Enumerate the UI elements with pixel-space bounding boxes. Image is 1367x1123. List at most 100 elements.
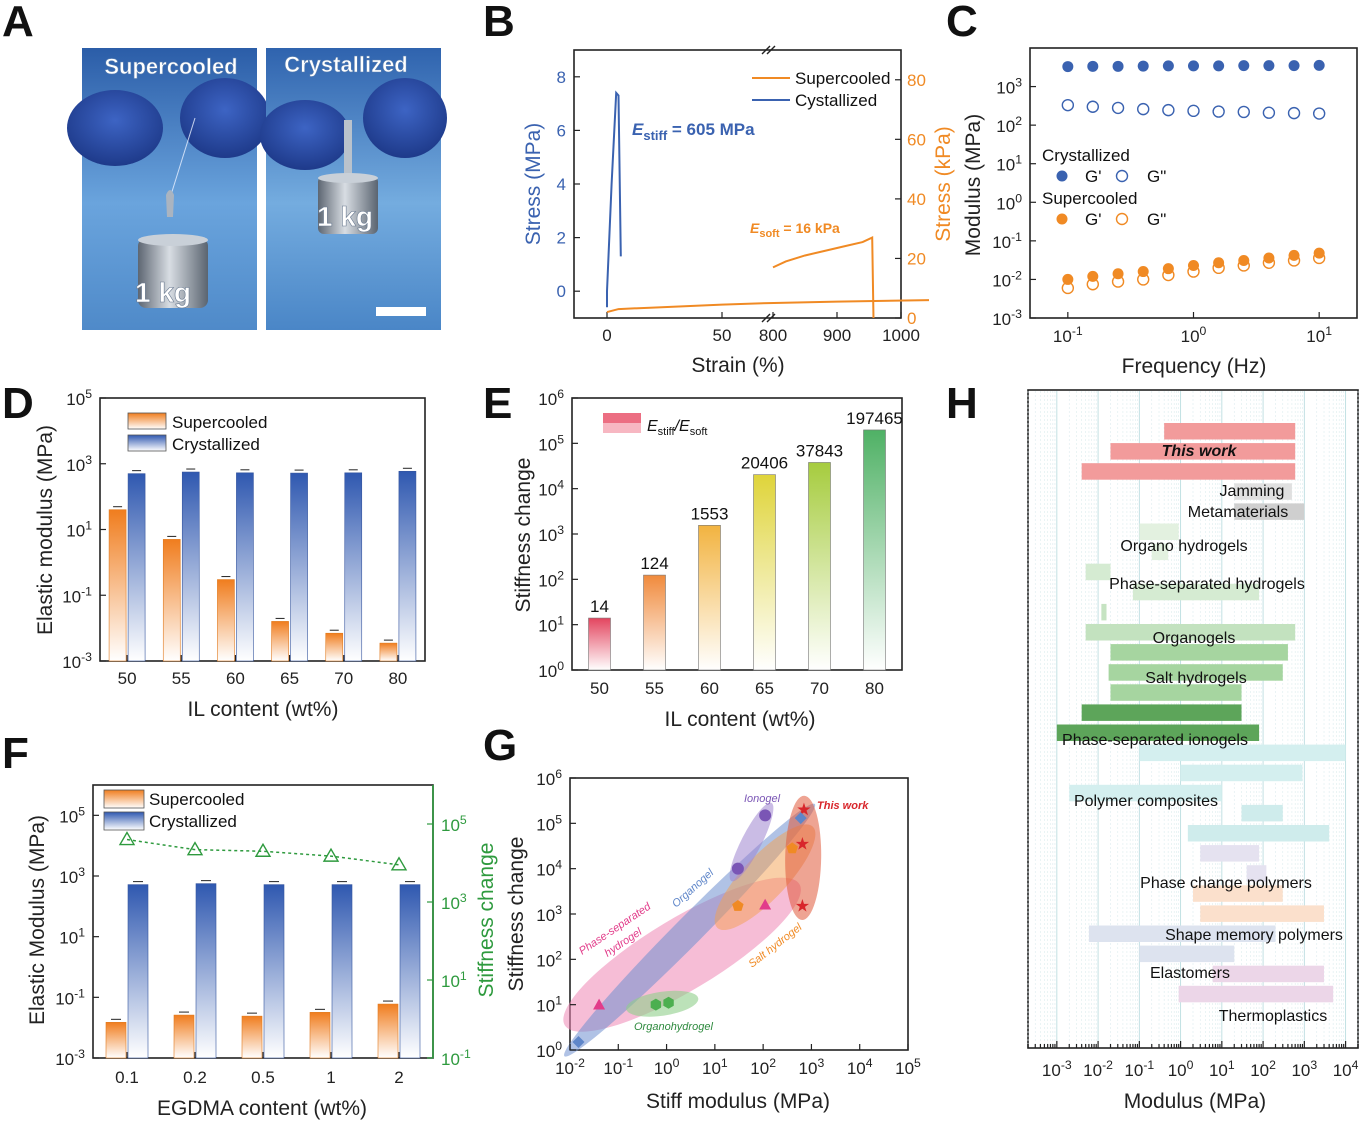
h-range-bar: [1110, 684, 1242, 701]
c-point-crystallized-storage: [1137, 60, 1149, 72]
d-bar-crystallized: [290, 472, 308, 662]
f-bar-supercooled: [105, 1022, 127, 1059]
c-point-crystallized-loss: [1162, 103, 1175, 117]
c-legend-group-supercooled: Supercooled: [1042, 189, 1137, 208]
g-label-this-work: This work: [817, 800, 869, 812]
d-bar-crystallized: [344, 472, 363, 662]
c-point-crystallized-loss: [1237, 105, 1250, 119]
b-x-axis-label: Strain (%): [691, 354, 784, 377]
b-y-tick-label-right: 20: [907, 249, 926, 268]
h-range-label: Elastomers: [1150, 965, 1230, 982]
f-bar-crystallized: [263, 884, 285, 1059]
g-y-tick-label: 105: [536, 812, 562, 834]
g-marker-salt-hydrogel: [786, 842, 798, 854]
c-point-supercooled-loss: [1111, 275, 1125, 288]
e-bar: [753, 474, 776, 671]
d-x-tick-label: 70: [334, 669, 353, 688]
d-y-tick-label: 10-3: [62, 650, 92, 672]
g-x-tick-label: 105: [895, 1056, 921, 1078]
g-marker-phase-separated-hydrogel: [759, 898, 772, 910]
e-data-label: 124: [640, 554, 668, 573]
f-stiffness-marker: [390, 856, 408, 871]
g-region-this-work: [785, 795, 822, 921]
h-range-bar: [1151, 543, 1169, 561]
photo-crystallized: Crystallized 1 kg: [260, 48, 447, 330]
c-y-tick-label: 10-1: [992, 230, 1022, 252]
e-y-tick-label: 104: [538, 478, 564, 500]
c-point-crystallized-loss: [1187, 104, 1200, 118]
h-x-tick-label: 100: [1168, 1058, 1194, 1080]
g-marker-ionogel: [759, 809, 772, 822]
f-bar-crystallized: [399, 884, 421, 1059]
c-point-supercooled-loss: [1237, 259, 1250, 272]
e-bar: [643, 574, 666, 671]
h-range-bar: [1246, 865, 1267, 882]
g-region-organohydrogel: [626, 990, 699, 1017]
f-stiffness-marker: [186, 841, 204, 856]
b-ann-soft-sub: soft: [759, 228, 780, 240]
d-x-tick-label: 50: [118, 669, 137, 688]
f-bar-supercooled: [309, 1012, 331, 1059]
f-y-tick-label: 105: [59, 804, 85, 826]
e-x-tick-label: 55: [645, 679, 664, 698]
c-point-crystallized-storage: [1188, 60, 1199, 72]
h-range-bar: [1085, 624, 1296, 641]
c-point-crystallized-storage: [1087, 60, 1099, 72]
e-y-axis-label: Stiffness change: [512, 458, 535, 613]
c-y-tick-label: 103: [996, 76, 1022, 98]
c-point-crystallized-storage: [1313, 59, 1325, 71]
scale-bar: [376, 307, 426, 316]
e-legend: Estiff/Esoft: [603, 413, 707, 438]
f-y-tick-label-right: 103: [441, 891, 467, 913]
g-marker-salt-hydrogel: [732, 900, 744, 911]
f-y-tick-label: 10-1: [55, 986, 85, 1008]
c-point-supercooled-loss: [1212, 261, 1225, 275]
d-y-tick-label: 105: [66, 387, 92, 409]
c-point-supercooled-loss: [1262, 256, 1276, 269]
d-x-tick-label: 80: [388, 669, 407, 688]
right-glove-icon: [180, 78, 270, 158]
b-x-tick-label: 1000: [882, 326, 920, 345]
g-x-tick-label: 104: [847, 1056, 873, 1078]
f-y-axis-label-right: Stiffness change: [475, 843, 498, 998]
h-range-bar: [1241, 804, 1283, 822]
panel-label-b: B: [483, 0, 515, 46]
h-x-tick-label: 10-1: [1124, 1058, 1154, 1080]
axis-break-icon: [761, 45, 776, 323]
d-x-axis-label: IL content (wt%): [188, 698, 339, 721]
b-series-crystallized: [606, 90, 622, 308]
panel-label-d: D: [2, 379, 34, 428]
b-series-supercooled-seg1: [606, 299, 930, 314]
g-y-tick-label: 106: [536, 767, 562, 789]
e-bar: [698, 525, 721, 671]
h-x-tick-label: 102: [1250, 1058, 1276, 1080]
e-x-axis-label: IL content (wt%): [665, 708, 816, 731]
h-range-label: Jamming: [1220, 483, 1285, 500]
c-x-tick-label: 10-1: [1053, 324, 1083, 346]
c-point-crystallized-storage: [1062, 61, 1074, 73]
e-data-label: 37843: [796, 441, 843, 460]
f-bar-supercooled: [377, 1003, 399, 1059]
panel-g-chart: 100 101 102 103 104 105 106 10-2 10-1 100 101 102 10…: [505, 767, 921, 1113]
b-ann-stiff-e: E: [632, 120, 644, 139]
c-point-crystallized-storage: [1263, 60, 1275, 72]
b-x-tick-label: 50: [713, 326, 732, 345]
f-y-tick-label: 10-3: [55, 1047, 85, 1069]
c-point-crystallized-loss: [1061, 98, 1075, 112]
e-y-tick-label: 105: [538, 432, 564, 454]
g-y-tick-label: 101: [536, 994, 562, 1016]
d-legend: Supercooled Crystallized: [127, 412, 267, 454]
h-range-bar: [1178, 985, 1334, 1003]
f-y-axis-label: Elastic Modulus (MPa): [26, 815, 49, 1025]
d-bar-crystallized: [236, 472, 254, 662]
d-y-tick-label: 103: [66, 453, 92, 475]
b-annotation-stiff: Estiff = 605 MPa: [632, 120, 755, 143]
e-y-tick-label: 101: [538, 614, 564, 636]
e-leg-sub2: soft: [690, 426, 708, 438]
c-x-tick-label: 101: [1306, 324, 1332, 346]
b-y-tick-label-left: 8: [557, 68, 566, 87]
h-range-bar: [1234, 503, 1305, 520]
panel-label-g: G: [483, 721, 517, 770]
h-range-label: Phase-separated ionogels: [1062, 732, 1248, 749]
